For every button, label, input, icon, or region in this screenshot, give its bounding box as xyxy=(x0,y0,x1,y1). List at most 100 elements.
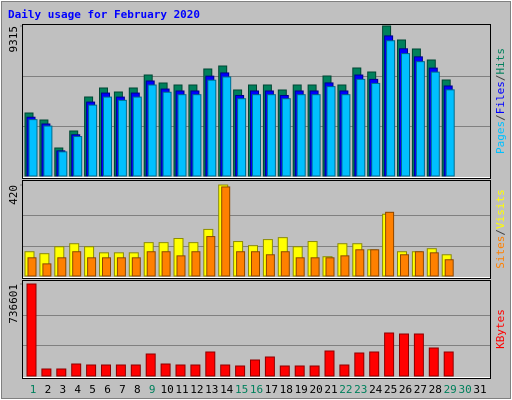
bar xyxy=(445,89,455,177)
bar xyxy=(115,364,126,377)
x-tick-label: 27 xyxy=(414,383,427,396)
legend-separator: / xyxy=(494,229,507,236)
x-tick-label: 29 xyxy=(444,383,457,396)
bar xyxy=(101,364,111,377)
bar xyxy=(73,136,83,177)
bar xyxy=(221,186,231,277)
bar xyxy=(385,211,395,277)
x-tick-label: 23 xyxy=(354,383,367,396)
x-tick-label: 20 xyxy=(309,383,322,396)
bar xyxy=(265,254,275,277)
bar xyxy=(116,257,126,277)
legend-entry: Visits xyxy=(494,189,507,229)
x-tick-label: 19 xyxy=(295,383,308,396)
x-tick-label: 6 xyxy=(104,383,111,396)
bar xyxy=(56,368,67,377)
bar xyxy=(42,263,52,277)
bar xyxy=(414,251,424,277)
bar xyxy=(26,283,37,377)
bar xyxy=(294,365,305,377)
bar xyxy=(325,257,335,277)
bar xyxy=(236,251,246,277)
bar xyxy=(444,259,454,277)
chart-title: Daily usage for February 2020 xyxy=(8,8,200,21)
x-tick-label: 28 xyxy=(429,383,442,396)
bar xyxy=(311,94,321,177)
legend-entry: Hits xyxy=(494,48,507,75)
bar xyxy=(429,252,439,277)
bar xyxy=(250,359,260,377)
legend-entry: KBytes xyxy=(494,309,507,349)
y-tick-label: 420 xyxy=(7,185,20,205)
bar xyxy=(251,251,260,277)
x-tick-label: 21 xyxy=(324,383,337,396)
bar xyxy=(341,94,351,177)
bar xyxy=(355,249,365,277)
legend-separator: / xyxy=(494,75,507,82)
bar xyxy=(72,251,82,277)
bar xyxy=(130,364,141,377)
x-tick-label: 2 xyxy=(45,383,52,396)
x-tick-label: 10 xyxy=(160,383,173,396)
bar xyxy=(340,255,350,277)
x-tick-label: 1 xyxy=(30,383,37,396)
bar xyxy=(266,94,276,177)
bar xyxy=(43,125,53,177)
bar xyxy=(237,98,247,177)
bar xyxy=(176,255,186,277)
bar xyxy=(384,332,395,377)
bar xyxy=(339,364,350,377)
bar xyxy=(175,364,186,377)
legend-separator: / xyxy=(494,114,507,121)
bar xyxy=(443,351,454,377)
x-tick-label: 11 xyxy=(175,383,188,396)
bar xyxy=(401,53,410,177)
bar xyxy=(132,96,142,177)
bar xyxy=(279,365,290,377)
x-tick-label: 12 xyxy=(190,383,203,396)
x-tick-label: 26 xyxy=(399,383,412,396)
bar xyxy=(88,104,98,177)
bar xyxy=(356,78,366,177)
x-tick-label: 22 xyxy=(339,383,352,396)
legend-entry: Pages xyxy=(494,121,507,154)
bar xyxy=(264,356,275,377)
x-tick-label: 24 xyxy=(369,383,383,396)
bar xyxy=(86,364,97,377)
bar xyxy=(310,257,320,277)
bar xyxy=(370,249,380,277)
bar xyxy=(57,257,67,277)
legend: Sites/Visits xyxy=(494,189,507,269)
x-tick-label: 31 xyxy=(473,383,486,396)
bar xyxy=(145,353,156,377)
bar xyxy=(413,333,424,377)
bar xyxy=(28,119,38,177)
bar xyxy=(371,82,381,177)
y-tick-label: 9315 xyxy=(7,26,20,53)
x-tick-label: 18 xyxy=(280,383,293,396)
x-tick-label: 15 xyxy=(235,383,248,396)
bar xyxy=(354,352,365,377)
bar xyxy=(205,351,216,377)
x-tick-label: 5 xyxy=(89,383,96,396)
bar xyxy=(177,94,187,177)
x-tick-label: 8 xyxy=(134,383,141,396)
x-tick-label: 9 xyxy=(149,383,156,396)
legend: Pages/Files/Hits xyxy=(494,48,507,154)
bar xyxy=(324,350,335,377)
bar xyxy=(295,257,305,277)
bar xyxy=(27,257,37,277)
bar xyxy=(146,251,156,277)
bar xyxy=(399,333,409,377)
x-tick-label: 3 xyxy=(59,383,66,396)
bar xyxy=(428,347,439,377)
bar xyxy=(430,71,440,177)
bar xyxy=(71,363,82,377)
x-tick-label: 17 xyxy=(265,383,278,396)
y-tick-label: 736601 xyxy=(7,284,20,324)
bar xyxy=(400,254,409,277)
legend: KBytes xyxy=(494,309,507,349)
